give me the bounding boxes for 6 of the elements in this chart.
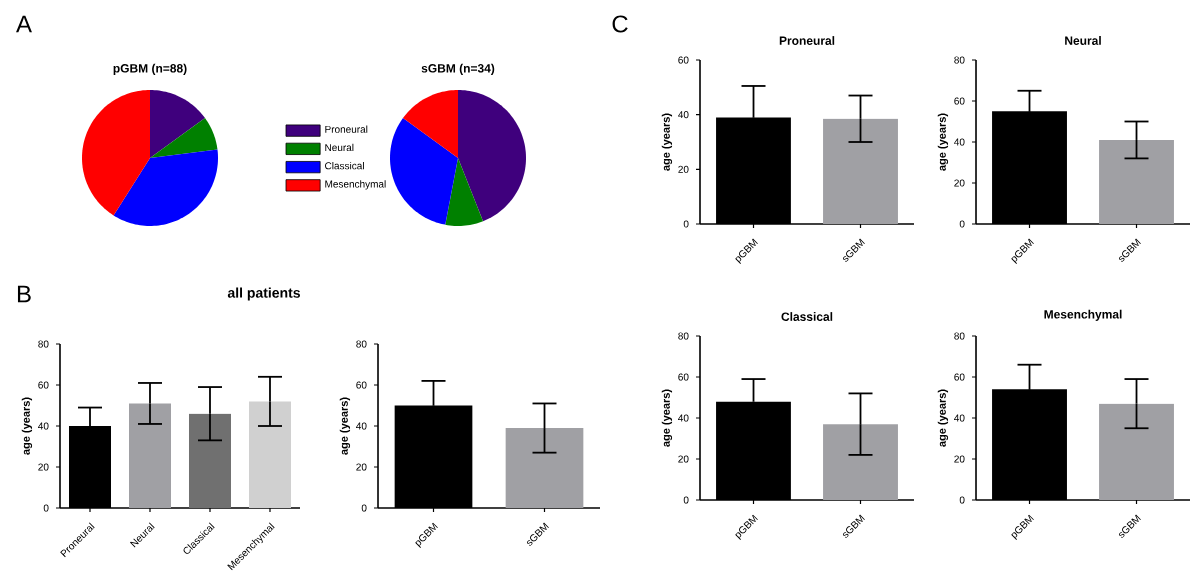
bar xyxy=(188,413,231,508)
bar xyxy=(129,403,171,508)
bar xyxy=(248,401,291,508)
text: B xyxy=(17,285,31,303)
text: A xyxy=(16,15,32,33)
text: C xyxy=(612,15,628,33)
